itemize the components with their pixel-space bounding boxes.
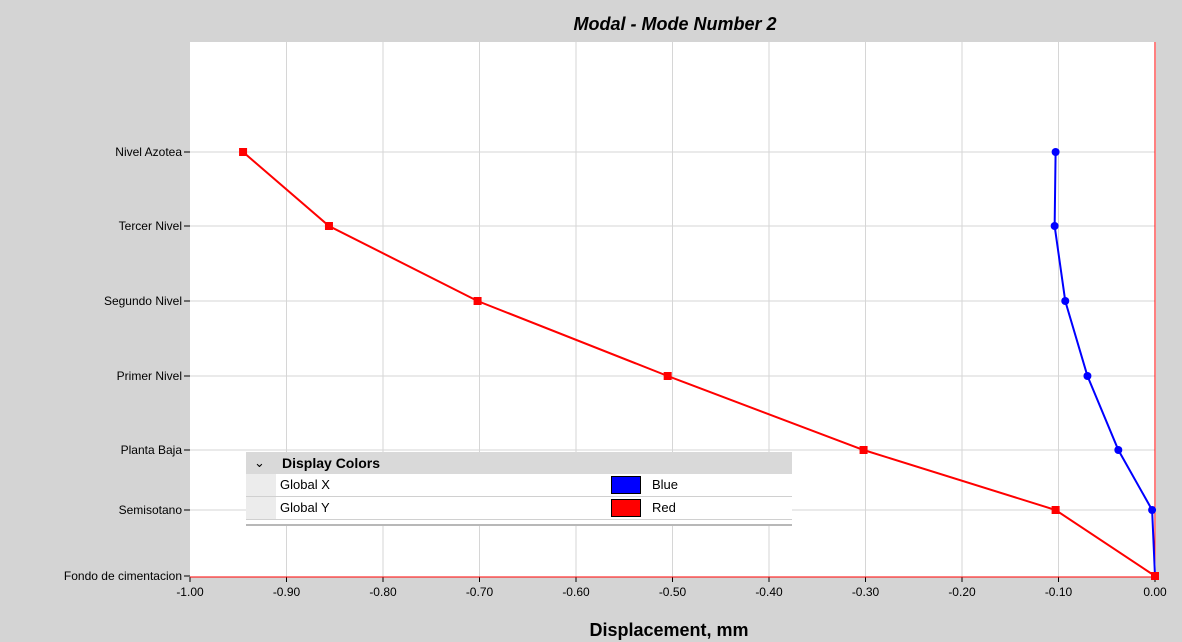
data-point [1083,372,1092,380]
legend-row-gutter [246,497,276,519]
data-point [1148,506,1157,514]
legend-series-name: Global Y [280,500,330,515]
data-point [1151,572,1159,580]
chevron-down-icon[interactable]: ⌄ [254,455,265,470]
y-tick-label: Fondo de cimentacion [64,569,182,583]
legend-color-name: Blue [652,477,679,492]
color-swatch[interactable] [611,499,641,517]
legend-color-name: Red [652,500,676,515]
legend-header-label: Display Colors [282,455,381,471]
data-point [1051,506,1060,514]
x-tick-label: -0.50 [659,585,687,599]
x-tick-label: 0.00 [1143,585,1167,599]
x-tick-label: -0.40 [755,585,783,599]
color-swatch[interactable] [611,476,641,494]
x-tick-label: -0.20 [948,585,976,599]
data-point [1050,222,1059,230]
data-point [663,372,672,380]
y-tick-label: Planta Baja [121,443,183,457]
x-tick-label: -0.80 [369,585,397,599]
legend-row-global-y[interactable]: Global Y Red [246,497,792,520]
axes: -1.00 -0.90 -0.80 -0.70 -0.60 -0.50 -0.40 -0.30… [64,42,1167,599]
x-tick-label: -0.90 [273,585,301,599]
y-tick-label: Nivel Azotea [115,145,182,159]
legend-row-global-x[interactable]: Global X Blue [246,474,792,497]
data-point [1051,148,1060,156]
series-layer [239,148,1159,580]
y-tick-label: Semisotano [119,503,183,517]
y-tick-label: Segundo Nivel [104,294,182,308]
data-point [859,446,868,454]
x-tick-label: -0.70 [466,585,494,599]
data-point [239,148,248,156]
x-tick-label: -0.60 [562,585,590,599]
legend-series-name: Global X [280,477,330,492]
data-point [324,222,333,230]
y-tick-label: Primer Nivel [117,369,182,383]
data-point [1061,297,1070,305]
legend-panel: ⌄ Display Colors Global X Blue Global Y … [246,452,792,526]
data-point [1114,446,1123,454]
legend-header[interactable]: ⌄ Display Colors [246,452,792,474]
x-tick-label: -1.00 [176,585,204,599]
chart-title: Modal - Mode Number 2 [573,14,777,34]
data-point [473,297,482,305]
y-tick-label: Tercer Nivel [119,219,182,233]
x-axis-label: Displacement, mm [589,620,748,640]
legend-row-gutter [246,474,276,496]
x-tick-label: -0.10 [1045,585,1073,599]
x-tick-label: -0.30 [852,585,880,599]
